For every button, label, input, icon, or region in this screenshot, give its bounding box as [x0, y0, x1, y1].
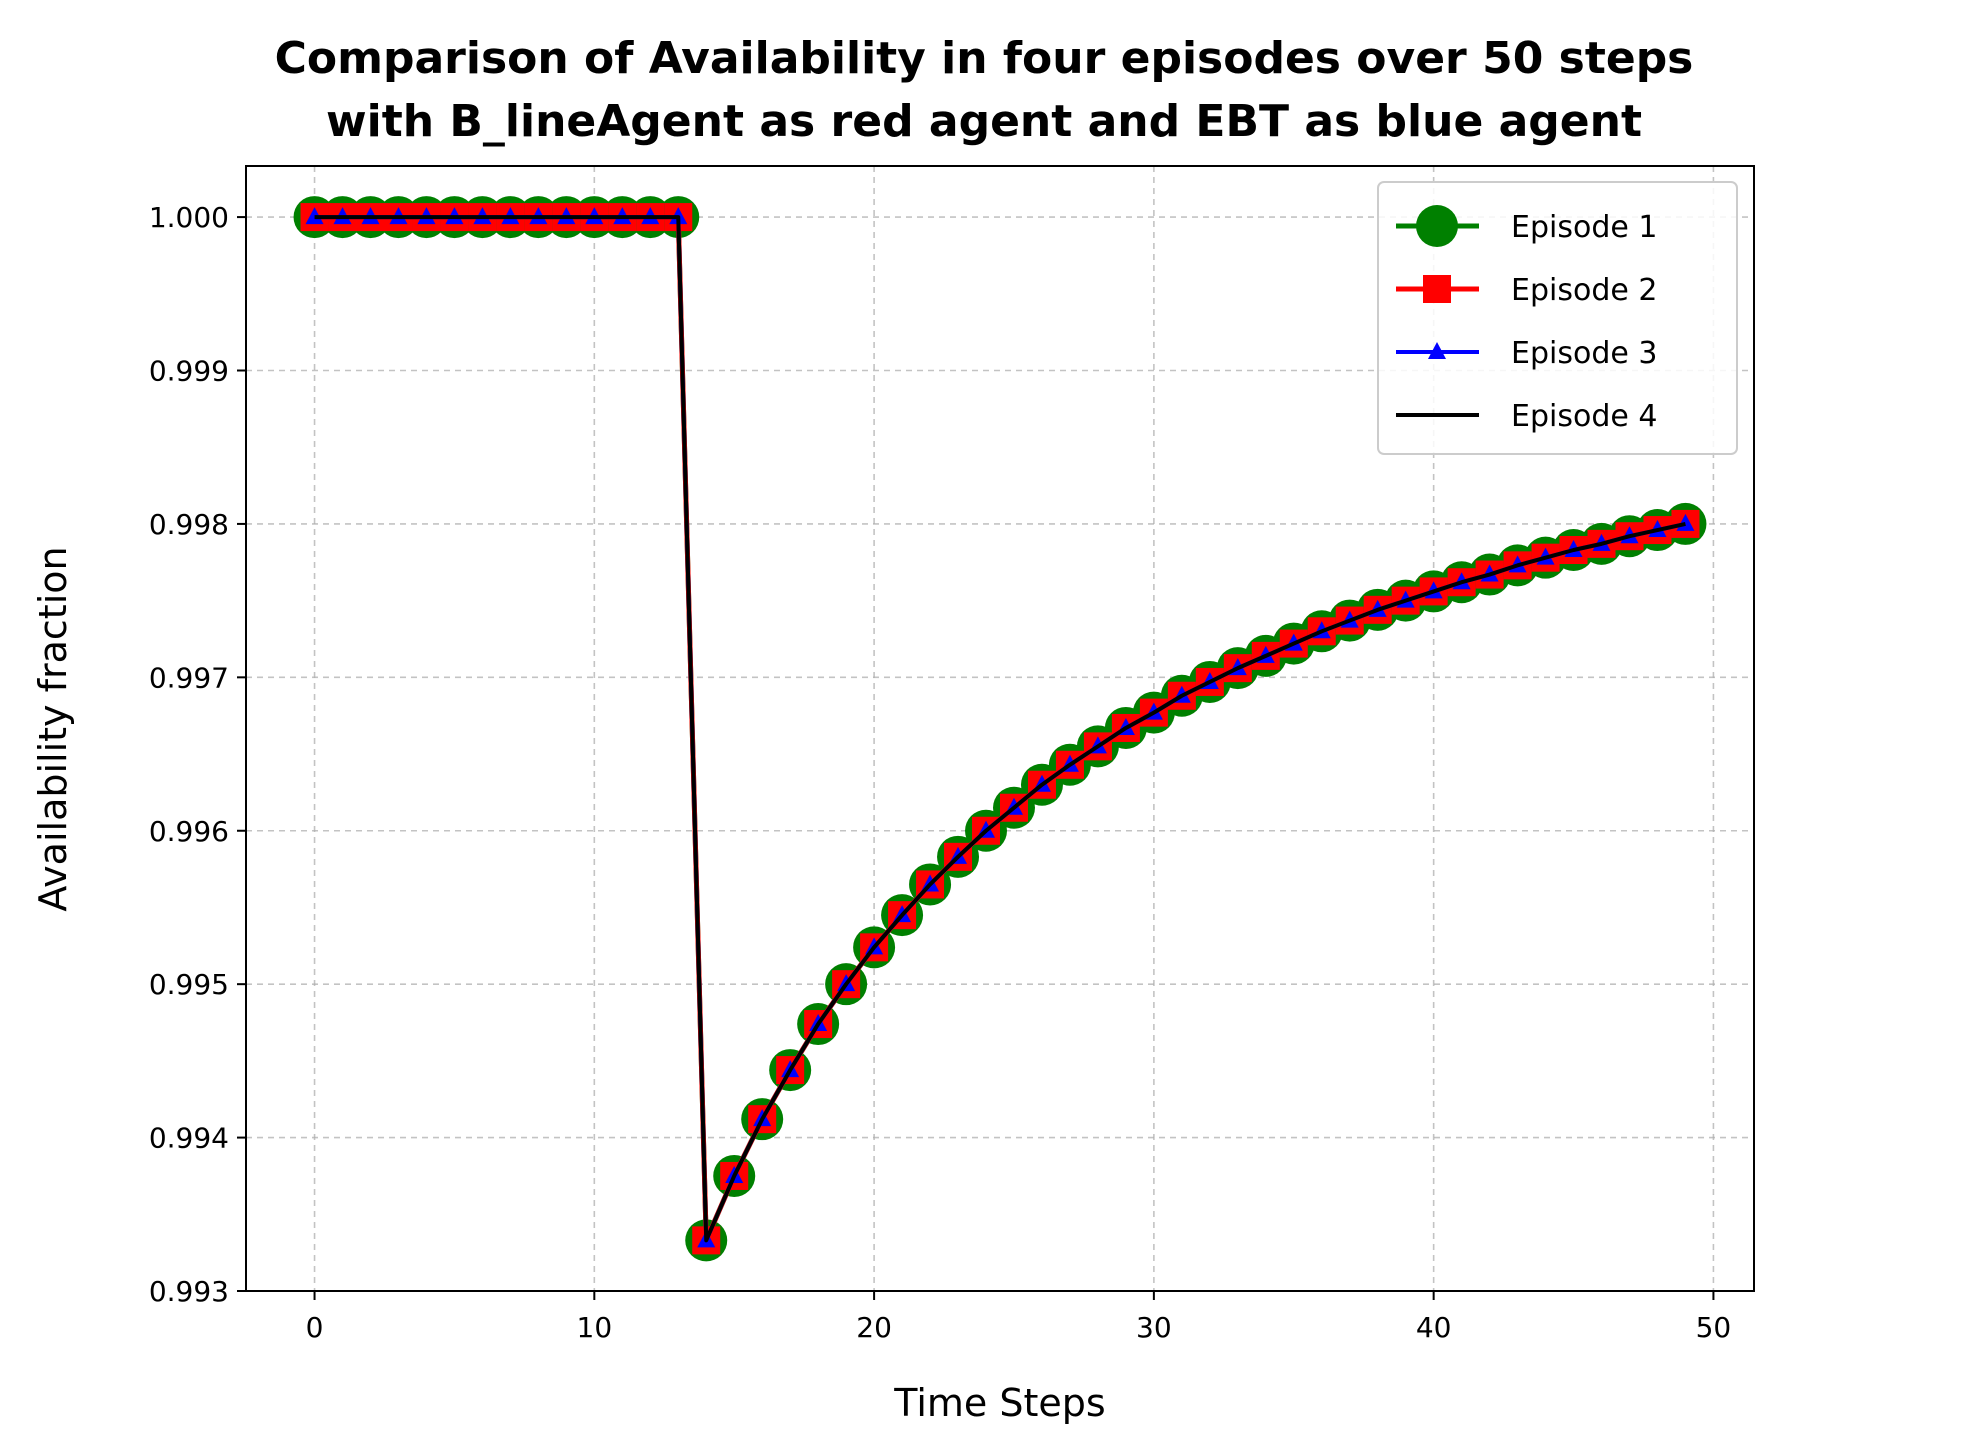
plot-frame [245, 165, 1755, 1292]
x-tick-label: 10 [577, 1311, 613, 1344]
series-line [314, 215, 1686, 1243]
y-tick-label: 0.998 [149, 508, 229, 541]
x-tick-label: 40 [1416, 1311, 1452, 1344]
x-tick-label: 30 [1136, 1311, 1172, 1344]
chart-title-line-2: with B_lineAgent as red agent and EBT as… [326, 96, 1642, 147]
legend-marker [1416, 205, 1458, 247]
y-tick-label: 0.995 [149, 968, 229, 1001]
legend: Episode 1 Episode 2 Episode 3 Episode 4 [1377, 181, 1738, 455]
plot-series [293, 196, 1707, 1262]
y-tick-label: 0.996 [149, 815, 229, 848]
y-axis-label: Availability fraction [31, 546, 75, 911]
legend-item: Episode 4 [1396, 399, 1657, 434]
x-axis-label: Time Steps [893, 1381, 1105, 1425]
legend-label: Episode 1 [1511, 210, 1657, 245]
y-tick-label: 0.999 [149, 355, 229, 388]
legend-marker [1423, 275, 1451, 303]
data-point [305, 207, 324, 225]
legend-item: Episode 3 [1396, 336, 1657, 371]
axis-ticks: 0 10 20 30 40 50 0.993 0.994 0.995 0.996 0.997 0.99… [149, 201, 1731, 1344]
x-tick-label: 20 [856, 1311, 892, 1344]
x-tick-label: 50 [1696, 1311, 1732, 1344]
series-4 [314, 215, 1686, 1243]
y-tick-label: 0.993 [149, 1275, 229, 1308]
chart-title-line-1: Comparison of Availability in four episo… [275, 33, 1694, 84]
legend-item: Episode 1 [1396, 205, 1657, 247]
legend-marker [1428, 342, 1446, 359]
legend-label: Episode 2 [1511, 273, 1657, 308]
y-tick-label: 0.994 [149, 1122, 229, 1155]
legend-label: Episode 4 [1511, 399, 1657, 434]
legend-box [1377, 181, 1738, 455]
legend-label: Episode 3 [1511, 336, 1657, 371]
x-tick-label: 0 [306, 1311, 324, 1344]
y-tick-label: 1.000 [149, 201, 229, 234]
legend-item: Episode 2 [1396, 273, 1657, 308]
y-tick-label: 0.997 [149, 661, 229, 694]
